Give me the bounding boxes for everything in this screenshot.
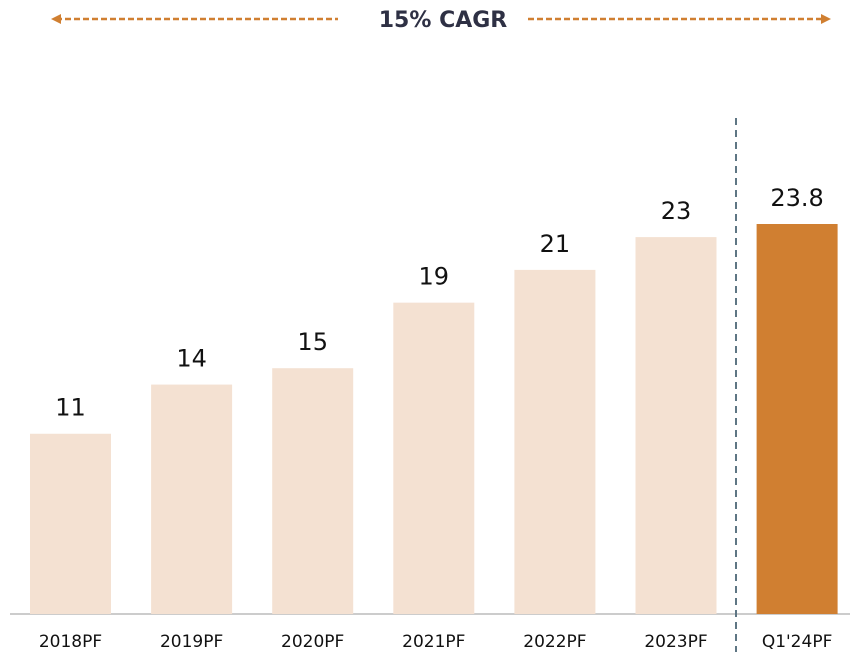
cagr-annotation: 15% CAGR xyxy=(379,8,508,33)
x-tick-label: 2023PF xyxy=(644,632,707,652)
x-tick-label: 2018PF xyxy=(39,632,102,652)
value-label: 21 xyxy=(540,230,571,258)
value-label: 11 xyxy=(55,394,86,422)
bar xyxy=(30,433,111,614)
bar xyxy=(151,384,233,614)
x-tick-label: 2021PF xyxy=(402,632,465,652)
x-tick-label: Q1'24PF xyxy=(762,632,833,652)
value-label: 19 xyxy=(419,263,450,291)
x-tick-label: 2019PF xyxy=(160,632,223,652)
bar xyxy=(756,224,838,614)
bar xyxy=(393,302,475,614)
bar xyxy=(272,368,354,614)
value-label: 15 xyxy=(297,328,328,356)
x-tick-label: 2020PF xyxy=(281,632,344,652)
bar xyxy=(635,237,717,614)
value-label: 14 xyxy=(176,345,207,373)
value-label: 23.8 xyxy=(770,184,823,212)
x-tick-label: 2022PF xyxy=(523,632,586,652)
value-label: 23 xyxy=(661,197,692,225)
bar xyxy=(514,269,596,614)
